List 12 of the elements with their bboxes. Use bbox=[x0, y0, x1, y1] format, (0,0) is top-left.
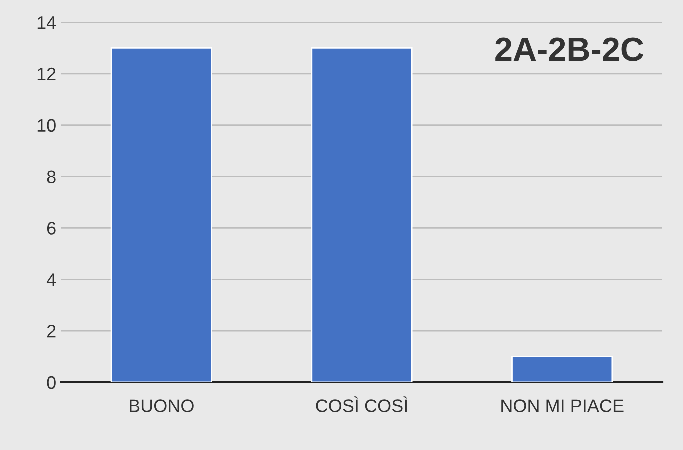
y-tick-label: 8 bbox=[47, 170, 56, 184]
y-tick-label: 2 bbox=[47, 325, 56, 338]
x-tick-label: BUONO bbox=[130, 400, 194, 412]
y-tick-label: 12 bbox=[38, 68, 56, 80]
y-tick-label: 14 bbox=[38, 16, 56, 30]
x-tick-label: NON MI PIACE bbox=[502, 400, 624, 412]
chart-title: 2A-2B-2C bbox=[496, 38, 644, 62]
y-tick-label: 0 bbox=[47, 376, 56, 390]
y-tick-label: 10 bbox=[38, 119, 56, 132]
x-tick-label: COSÌ COSÌ bbox=[316, 396, 408, 412]
y-tick-label: 6 bbox=[47, 222, 56, 235]
y-tick-label: 4 bbox=[46, 274, 56, 286]
